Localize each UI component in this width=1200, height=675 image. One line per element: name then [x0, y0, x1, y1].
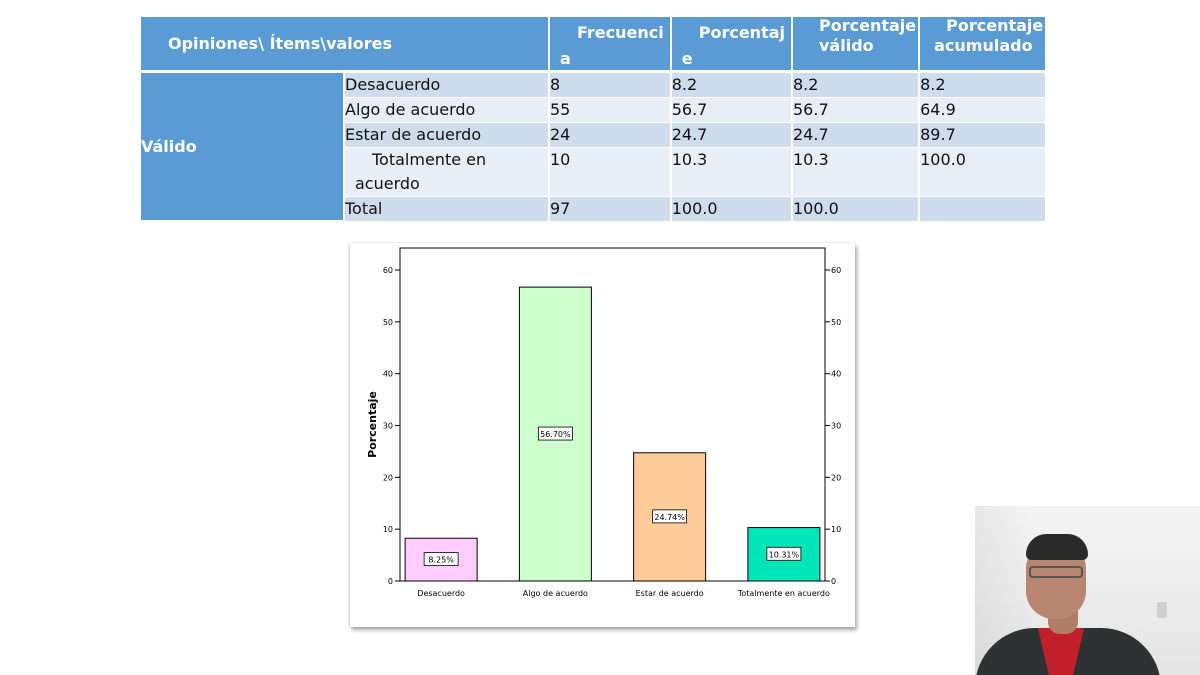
y-tick-label-right: 60 [831, 266, 841, 275]
presenter-hair [1026, 534, 1088, 560]
y-tick-label-left: 20 [383, 473, 393, 482]
row-frecuencia: 8 [550, 73, 672, 98]
header-frecuencia: Frecuenci a [550, 17, 672, 73]
row-frecuencia: 24 [550, 123, 672, 148]
data-label-box [766, 546, 802, 561]
y-axis-right: 0 10 20 30 40 50 60 [825, 266, 841, 586]
presenter-glasses [1029, 566, 1083, 578]
row-valido: 56.7 [793, 98, 921, 123]
row-category: Desacuerdo [345, 73, 550, 98]
table-row: Algo de acuerdo 55 56.7 56.7 64.9 [141, 98, 1046, 123]
x-tick-label: Desacuerdo [417, 589, 465, 598]
data-label-box [423, 552, 459, 567]
data-label: 10.31% [769, 550, 800, 559]
webcam-overlay [975, 506, 1200, 675]
row-valido: 10.3 [793, 148, 921, 197]
y-tick-label-left: 30 [383, 422, 393, 431]
x-tick-label: Totalmente en acuerdo [737, 589, 830, 598]
header-porcentaje-acumulado: Porcentaje acumulado [920, 17, 1046, 73]
bar-chart: 0 10 20 30 40 50 60 0 10 20 30 40 50 60 8.25% 56.70% 2… [350, 243, 855, 627]
y-tick-label-left: 10 [383, 525, 393, 534]
row-porcentaje: 56.7 [671, 98, 793, 123]
row-porcentaje: 8.2 [671, 73, 793, 98]
frequency-table: Opiniones\ Ítems\valores Frecuenci a Por… [141, 17, 1046, 222]
row-category: Totalmente en acuerdo [345, 148, 550, 197]
row-frecuencia: 97 [550, 197, 672, 222]
y-tick-label-left: 60 [383, 266, 393, 275]
row-porcentaje: 100.0 [671, 197, 793, 222]
row-acumulado: 89.7 [920, 123, 1046, 148]
row-porcentaje: 24.7 [671, 123, 793, 148]
data-label: 56.70% [540, 430, 571, 439]
y-axis-title: Porcentaje [366, 391, 379, 458]
y-axis-left: 0 10 20 30 40 50 60 [383, 266, 400, 586]
table-row-total: Total 97 100.0 100.0 [141, 197, 1046, 222]
data-label: 24.74% [654, 513, 685, 522]
y-tick-label-right: 30 [831, 422, 841, 431]
row-valido: 24.7 [793, 123, 921, 148]
group-label-valido: Válido [141, 73, 345, 222]
table-row: Estar de acuerdo 24 24.7 24.7 89.7 [141, 123, 1046, 148]
header-label: Opiniones\ Ítems\valores [141, 17, 550, 73]
row-acumulado: 100.0 [920, 148, 1046, 197]
row-valido: 8.2 [793, 73, 921, 98]
row-porcentaje: 10.3 [671, 148, 793, 197]
y-tick-label-left: 50 [383, 318, 393, 327]
row-acumulado [920, 197, 1046, 222]
table-row: Totalmente en acuerdo 10 10.3 10.3 100.0 [141, 148, 1046, 197]
header-porcentaje-valido: Porcentaje válido [793, 17, 921, 73]
header-porcentaje: Porcentaj e [671, 17, 793, 73]
y-tick-label-right: 40 [831, 370, 841, 379]
y-tick-label-right: 20 [831, 473, 841, 482]
y-tick-label-left: 40 [383, 370, 393, 379]
bars: 8.25% 56.70% 24.74% 10.31% [404, 286, 821, 582]
row-frecuencia: 10 [550, 148, 672, 197]
row-category: Estar de acuerdo [345, 123, 550, 148]
y-tick-label-right: 0 [831, 577, 836, 586]
x-tick-label: Algo de acuerdo [523, 589, 588, 598]
y-tick-label-left: 0 [388, 577, 393, 586]
row-category: Total [345, 197, 550, 222]
plot-frame [399, 247, 826, 582]
row-valido: 100.0 [793, 197, 921, 222]
row-category: Algo de acuerdo [345, 98, 550, 123]
table-header-row: Opiniones\ Ítems\valores Frecuenci a Por… [141, 17, 1046, 73]
data-label-box [537, 426, 573, 441]
y-tick-label-right: 10 [831, 525, 841, 534]
data-label: 8.25% [428, 556, 454, 565]
y-tick-label-right: 50 [831, 318, 841, 327]
row-frecuencia: 55 [550, 98, 672, 123]
chart-canvas: 0 10 20 30 40 50 60 0 10 20 30 40 50 60 8.25% 56.70% 2… [366, 247, 841, 598]
x-axis-labels: Desacuerdo Algo de acuerdo Estar de acuerd… [417, 589, 830, 598]
wall-bracket [1157, 602, 1167, 618]
x-tick-label: Estar de acuerdo [636, 589, 704, 598]
row-acumulado: 8.2 [920, 73, 1046, 98]
table-row: Válido Desacuerdo 8 8.2 8.2 8.2 [141, 73, 1046, 222]
row-acumulado: 64.9 [920, 98, 1046, 123]
data-label-box [652, 509, 688, 524]
